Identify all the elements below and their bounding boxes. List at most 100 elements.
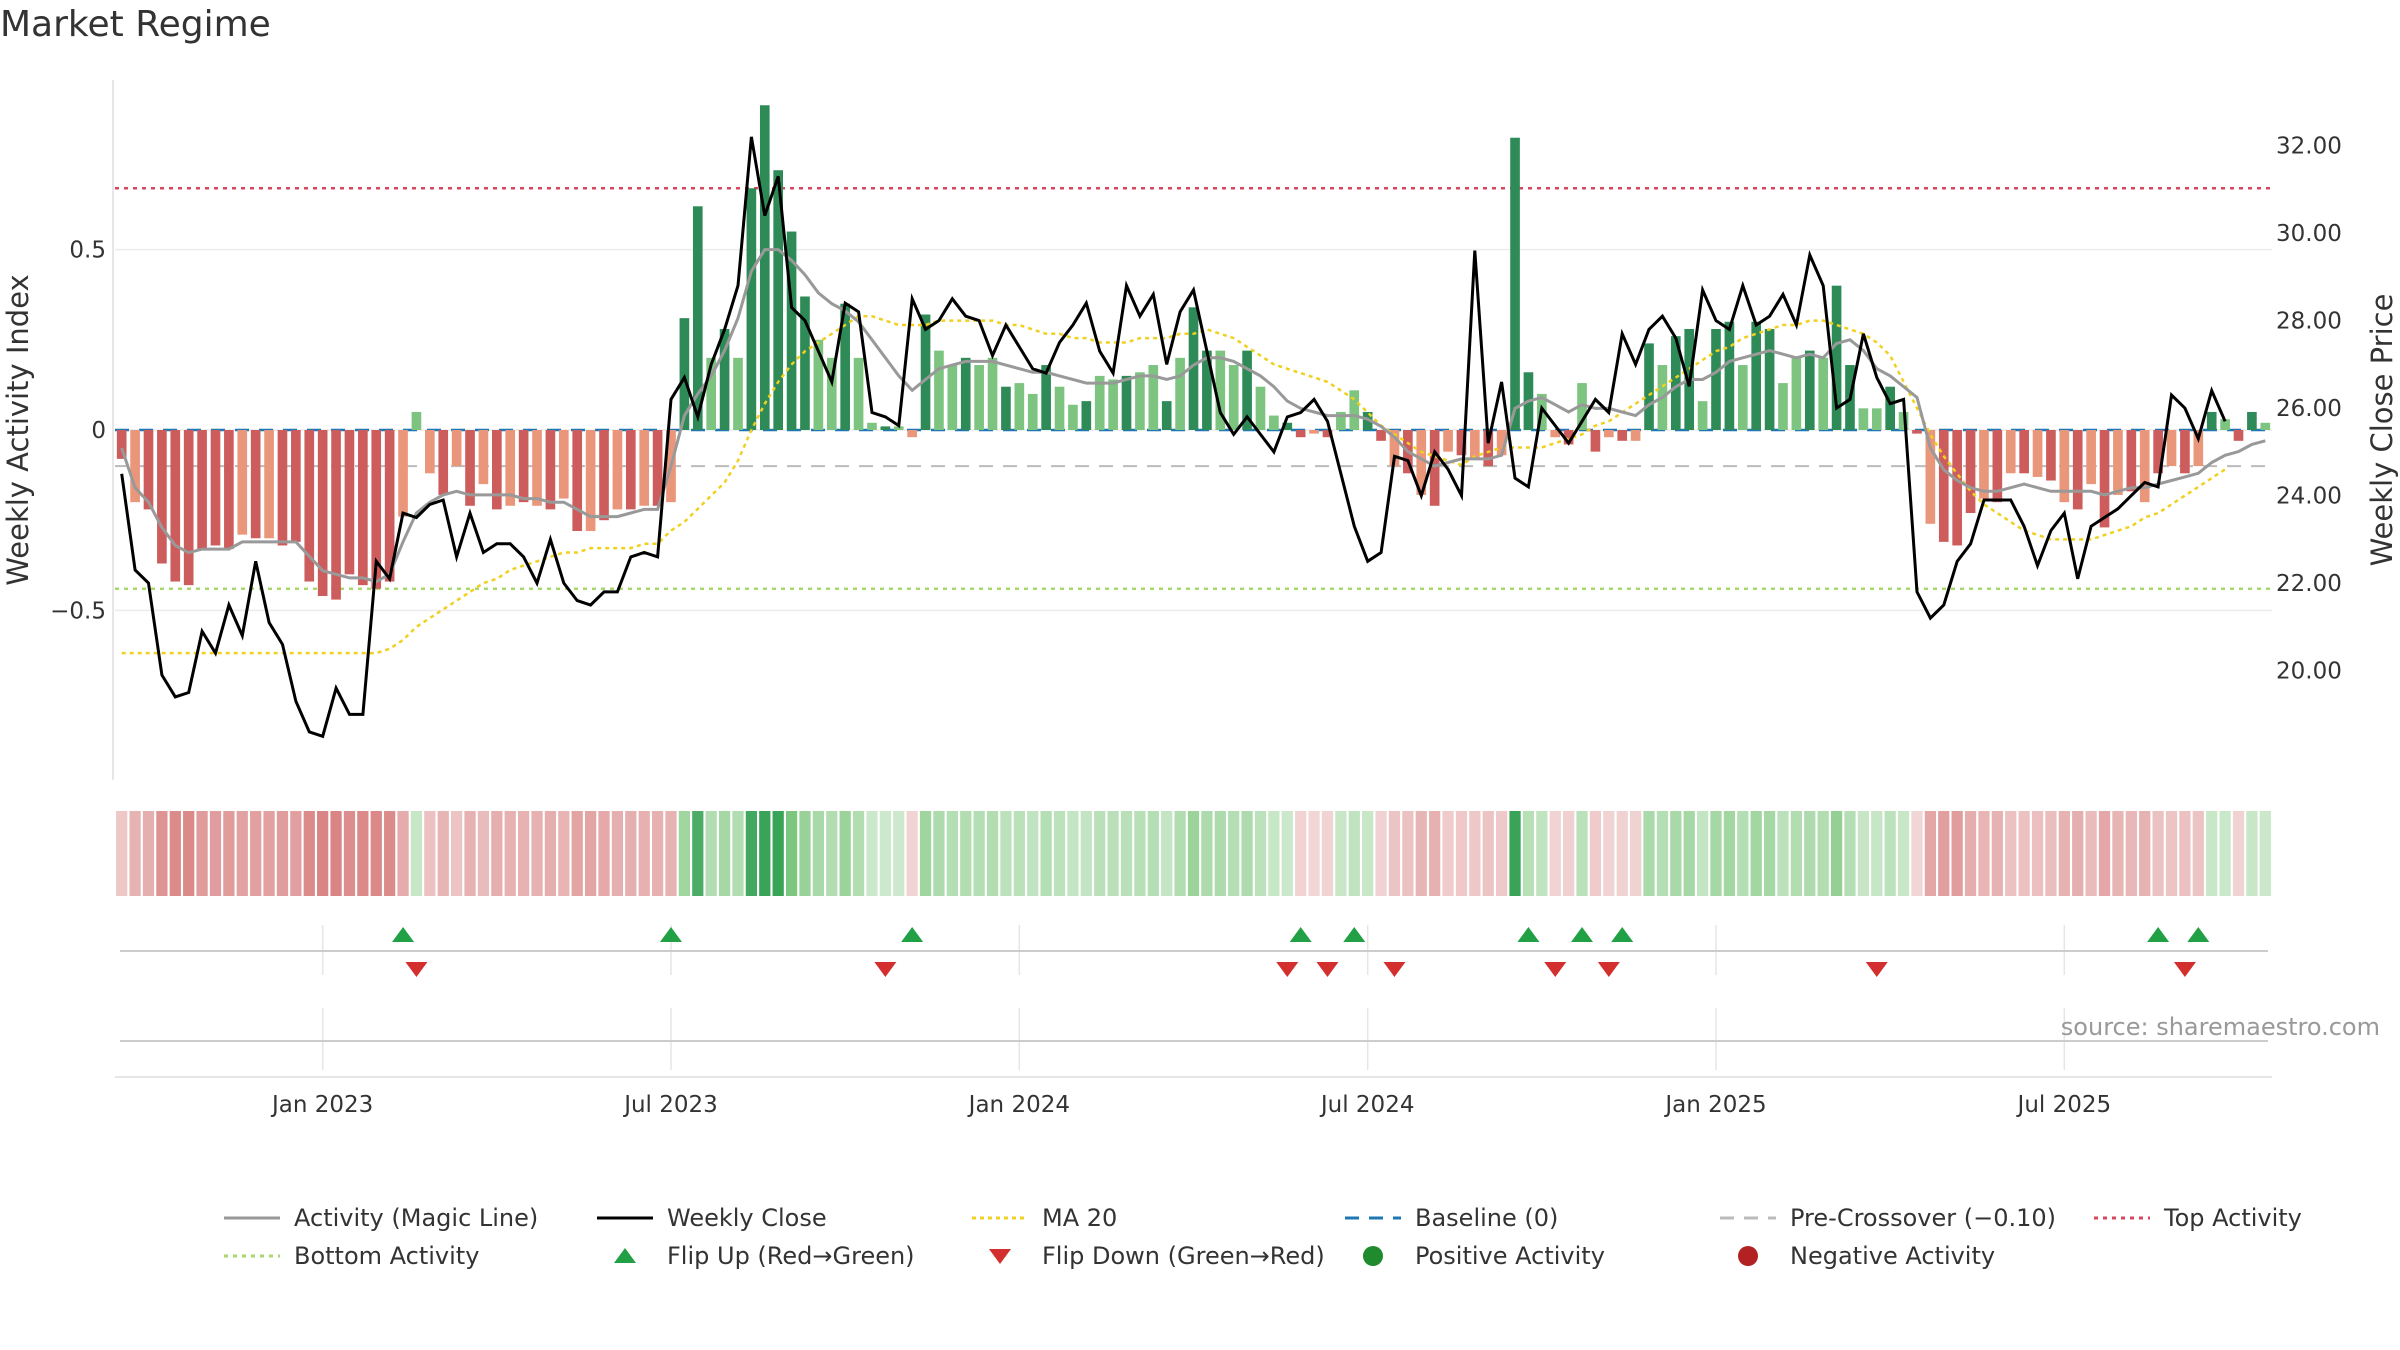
regime-cell-106 [1536, 811, 1548, 896]
activity-bar-130 [1858, 408, 1869, 430]
activity-bar-103 [1496, 430, 1507, 456]
regime-cell-138 [1964, 811, 1977, 896]
regime-cell-139 [1978, 811, 1990, 896]
activity-bar-1 [130, 430, 140, 503]
activity-bar-102 [1483, 430, 1494, 467]
flip-down-marker-6 [1597, 962, 1620, 977]
regime-cell-91 [1335, 811, 1347, 896]
regime-cell-62 [946, 811, 958, 896]
activity-bar-140 [1992, 430, 2003, 503]
activity-bar-133 [1898, 411, 1909, 430]
y-right-tick-5: 22.00 [2276, 571, 2342, 597]
regime-cell-122 [1750, 811, 1762, 896]
regime-cell-71 [1067, 811, 1079, 896]
flip-down-marker-2 [1276, 962, 1299, 977]
flip-down-marker-5 [1544, 962, 1567, 977]
activity-bar-45 [719, 328, 730, 430]
activity-bar-150 [2126, 430, 2137, 492]
activity-bar-57 [880, 426, 891, 430]
activity-bar-3 [157, 430, 167, 564]
activity-bar-54 [840, 303, 850, 430]
flip-up-marker-9 [2187, 927, 2210, 942]
activity-bar-149 [2113, 430, 2123, 495]
activity-bar-112 [1617, 430, 1628, 441]
regime-cell-67 [1013, 811, 1025, 896]
activity-bar-22 [411, 411, 422, 430]
y-left-axis-label: Weekly Activity Index [1, 274, 35, 585]
regime-cell-78 [1161, 811, 1173, 896]
legend-item-10: Negative Activity [1718, 1242, 1995, 1270]
regime-cell-4 [169, 811, 181, 896]
activity-bar-137 [1952, 430, 1962, 546]
activity-bar-42 [679, 318, 690, 430]
regime-cell-24 [437, 811, 449, 896]
regime-cell-68 [1027, 811, 1039, 896]
legend-item-2: MA 20 [970, 1204, 1117, 1232]
activity-bar-26 [465, 430, 475, 506]
activity-bar-32 [545, 430, 556, 510]
activity-bar-11 [264, 430, 274, 539]
regime-cell-105 [1522, 811, 1535, 896]
regime-cell-90 [1321, 811, 1334, 896]
activity-bar-16 [331, 430, 341, 600]
legend-label: Baseline (0) [1415, 1204, 1559, 1232]
activity-bar-95 [1389, 430, 1400, 467]
activity-bar-109 [1577, 383, 1587, 430]
activity-bar-50 [786, 231, 797, 430]
regime-cell-127 [1817, 811, 1829, 896]
x-tick-2: Jan 2024 [967, 1092, 1070, 1118]
y-right-tick-4: 24.00 [2276, 484, 2342, 510]
activity-bar-60 [920, 314, 931, 430]
activity-bar-153 [2166, 430, 2177, 467]
activity-bar-5 [183, 430, 194, 586]
regime-cell-102 [1482, 811, 1494, 896]
legend-label: Activity (Magic Line) [294, 1204, 539, 1232]
activity-bar-23 [425, 430, 435, 474]
regime-cell-59 [906, 811, 918, 896]
regime-cell-75 [1120, 811, 1133, 896]
regime-cell-125 [1790, 811, 1803, 896]
regime-cell-82 [1214, 811, 1226, 896]
activity-bar-145 [2059, 430, 2070, 503]
activity-bar-74 [1108, 379, 1118, 430]
activity-bar-107 [1550, 430, 1561, 438]
source-watermark: source: sharemaestro.com [2060, 1013, 2380, 1041]
activity-bar-36 [599, 430, 609, 521]
flip-up-marker-8 [2147, 927, 2170, 942]
x-tick-3: Jul 2024 [1319, 1092, 1415, 1118]
regime-cell-112 [1616, 811, 1628, 896]
regime-cell-9 [236, 811, 248, 896]
activity-bar-58 [893, 426, 904, 430]
regime-cell-10 [250, 811, 262, 896]
y-right-tick-1: 30.00 [2276, 221, 2342, 247]
activity-bar-147 [2086, 430, 2096, 485]
activity-bar-64 [974, 365, 984, 430]
regime-cell-114 [1643, 811, 1655, 896]
activity-bar-56 [867, 422, 877, 430]
regime-cell-143 [2031, 811, 2044, 896]
activity-bar-49 [773, 170, 784, 431]
regime-cell-57 [879, 811, 891, 896]
flip-up-marker-1 [659, 927, 682, 942]
regime-cell-136 [1938, 811, 1950, 896]
regime-cell-134 [1911, 811, 1923, 896]
regime-cell-111 [1603, 811, 1615, 896]
activity-bar-123 [1764, 328, 1775, 430]
activity-bar-81 [1202, 350, 1212, 430]
regime-cell-129 [1844, 811, 1856, 896]
activity-bar-43 [692, 206, 703, 430]
activity-bar-124 [1778, 383, 1788, 430]
activity-bar-157 [2220, 419, 2230, 430]
regime-cell-93 [1362, 811, 1374, 896]
legend-item-7: Flip Up (Red→Green) [595, 1242, 915, 1270]
activity-bar-151 [2139, 430, 2150, 503]
regime-cell-116 [1670, 811, 1682, 896]
activity-bar-120 [1724, 321, 1735, 430]
flip-down-marker-0 [405, 962, 428, 977]
regime-cell-45 [718, 811, 731, 896]
dot-green-icon [1363, 1246, 1383, 1266]
legend-label: Bottom Activity [294, 1242, 480, 1270]
activity-bar-113 [1630, 430, 1641, 441]
y-right-tick-6: 20.00 [2276, 659, 2342, 685]
